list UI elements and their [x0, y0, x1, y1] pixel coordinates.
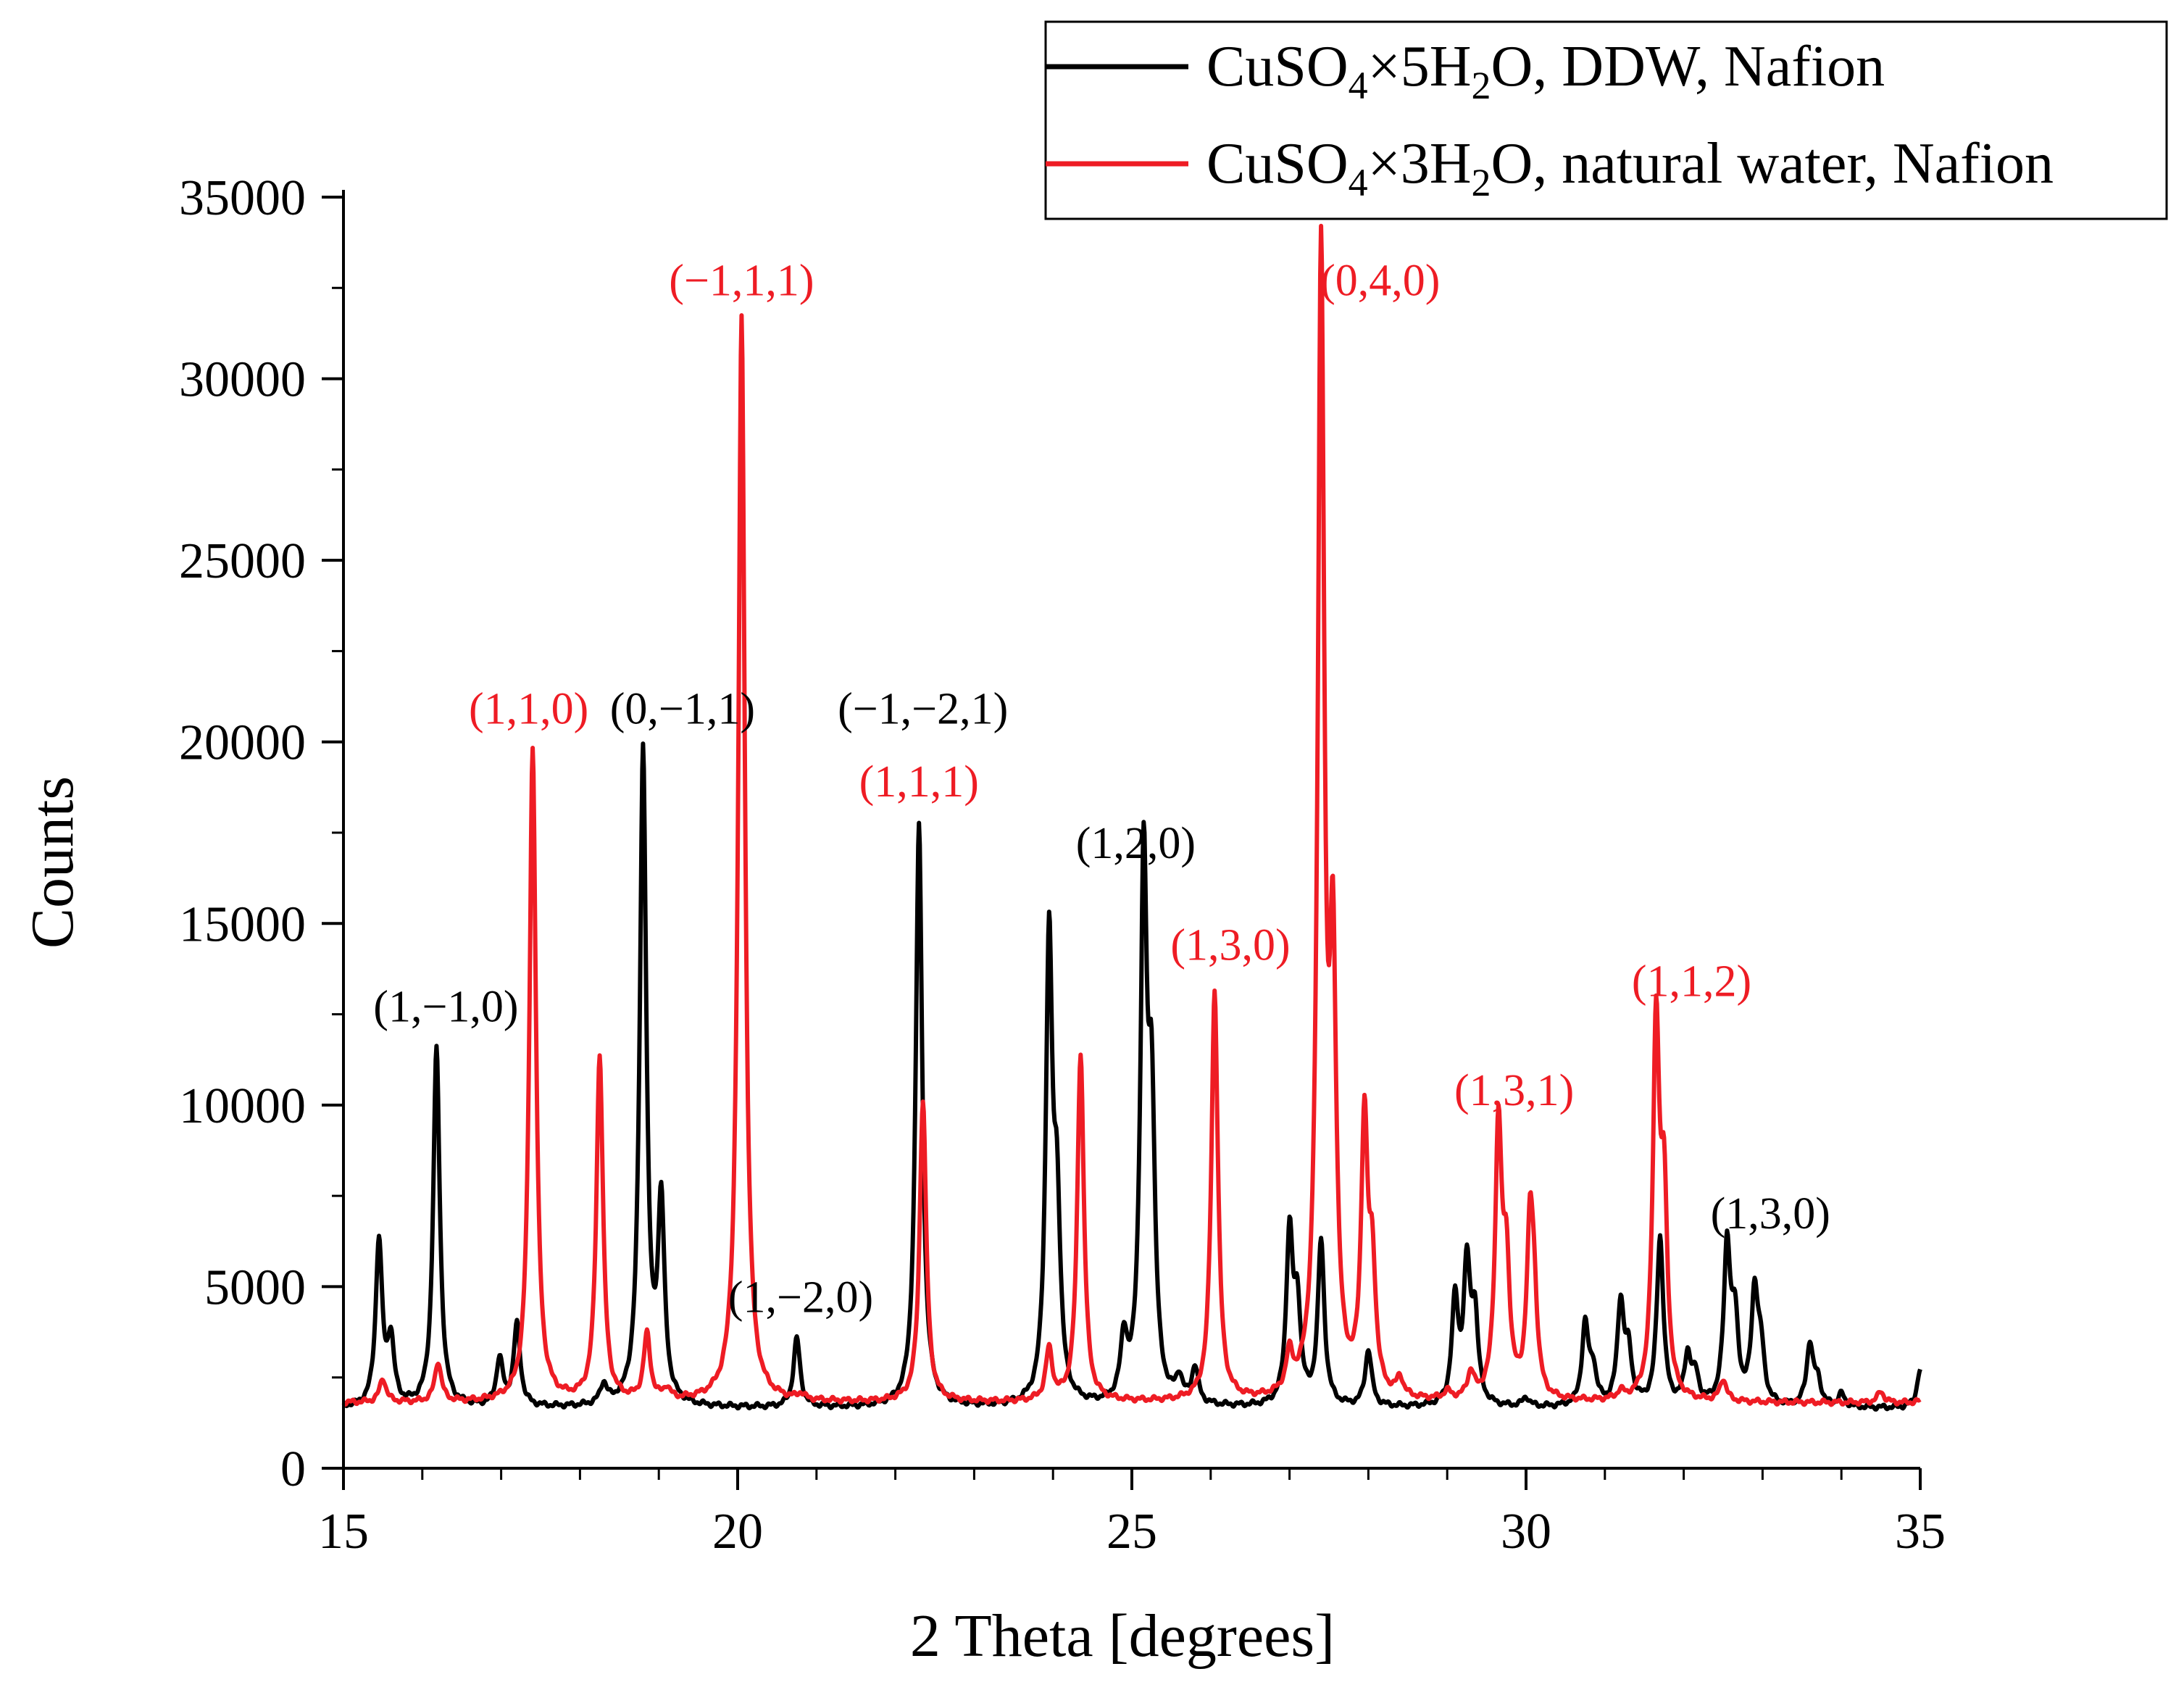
- x-axis-title: 2 Theta [degrees]: [910, 1602, 1335, 1670]
- y-tick-label: 10000: [179, 1078, 306, 1134]
- legend-label-series-1: CuSO4×5H2O, DDW, Nafion: [1206, 35, 1885, 107]
- axis-layer: 0 5000 10000 15000 20000 25000 30000 35000 15 20 2…: [179, 170, 1946, 1560]
- peak-label: (1,1,2): [1632, 957, 1751, 1007]
- y-tick-label: 30000: [179, 352, 306, 408]
- y-tick-label: 35000: [179, 170, 306, 226]
- peak-label: (1,−2,0): [728, 1273, 873, 1323]
- peak-label: (0,−1,1): [610, 685, 755, 734]
- peak-label: (−1,−2,1): [838, 685, 1008, 734]
- y-tick-label: 25000: [179, 533, 306, 589]
- x-tick-label: 20: [712, 1504, 763, 1560]
- y-tick-label: 20000: [179, 715, 306, 771]
- x-tick-label: 15: [318, 1504, 369, 1560]
- annotation-layer: (1,−1,0) (1,1,0) (0,−1,1) (−1,1,1) (1,−2,0) (…: [373, 256, 1830, 1322]
- peak-label: (1,3,0): [1170, 920, 1290, 970]
- y-tick-label: 0: [280, 1441, 306, 1497]
- tick-layer: [322, 196, 1922, 1490]
- legend: CuSO4×5H2O, DDW, Nafion CuSO4×3H2O, natu…: [1044, 20, 2168, 220]
- peak-label: (1,3,1): [1454, 1066, 1574, 1115]
- series-line-2: [341, 223, 1922, 1407]
- y-axis-title: Counts: [19, 776, 86, 949]
- peak-label: (0,4,0): [1320, 256, 1440, 305]
- x-tick-label: 30: [1501, 1504, 1551, 1560]
- series-line-1: [341, 741, 1922, 1412]
- legend-frame: [1044, 20, 2168, 220]
- peak-label: (1,−1,0): [373, 983, 518, 1032]
- peak-label: (−1,1,1): [669, 256, 814, 305]
- x-tick-label: 25: [1106, 1504, 1157, 1560]
- y-tick-label: 15000: [179, 896, 306, 952]
- legend-label-series-2: CuSO4×3H2O, natural water, Nafion: [1206, 132, 2054, 204]
- series-layer: [341, 223, 1922, 1412]
- y-tick-label: 5000: [204, 1260, 306, 1315]
- peak-label: (1,1,1): [859, 757, 979, 807]
- peak-label: (1,3,0): [1711, 1189, 1830, 1239]
- peak-label: (1,2,0): [1076, 819, 1196, 868]
- x-tick-label: 35: [1895, 1504, 1946, 1560]
- peak-label: (1,1,0): [469, 685, 588, 734]
